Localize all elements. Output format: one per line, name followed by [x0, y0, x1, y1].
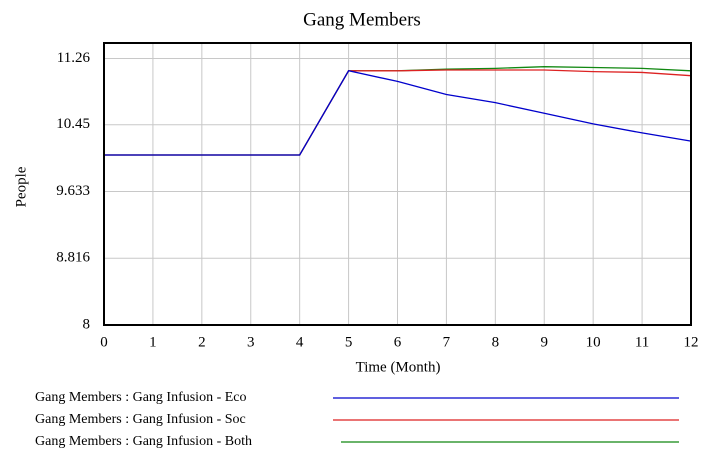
y-tick-label: 8.816: [56, 250, 90, 266]
chart-title: Gang Members: [303, 9, 421, 30]
legend-label: Gang Members : Gang Infusion - Eco: [35, 390, 247, 405]
x-tick-label: 5: [345, 334, 353, 350]
x-tick-label: 1: [149, 334, 157, 350]
x-tick-label: 0: [100, 334, 108, 350]
series-line: [104, 70, 692, 156]
y-tick-label: 10.45: [56, 116, 90, 132]
legend-label: Gang Members : Gang Infusion - Soc: [35, 412, 246, 427]
x-tick-label: 4: [296, 334, 304, 350]
plot-frame: [103, 42, 692, 326]
x-tick-label: 6: [394, 334, 402, 350]
legend-label: Gang Members : Gang Infusion - Both: [35, 434, 252, 449]
x-tick-label: 10: [586, 334, 601, 350]
x-axis-label: Time (Month): [356, 359, 441, 375]
y-tick-label: 8: [83, 316, 91, 332]
y-tick-label: 11.26: [57, 50, 91, 66]
x-tick-label: 12: [684, 334, 699, 350]
x-tick-label: 11: [635, 334, 649, 350]
x-tick-label: 7: [443, 334, 451, 350]
x-tick-label: 8: [492, 334, 500, 350]
x-tick-label: 3: [247, 334, 255, 350]
y-tick-label: 9.633: [56, 183, 90, 199]
y-axis-label: People: [13, 166, 29, 207]
x-tick-label: 2: [198, 334, 206, 350]
x-tick-label: 9: [541, 334, 549, 350]
